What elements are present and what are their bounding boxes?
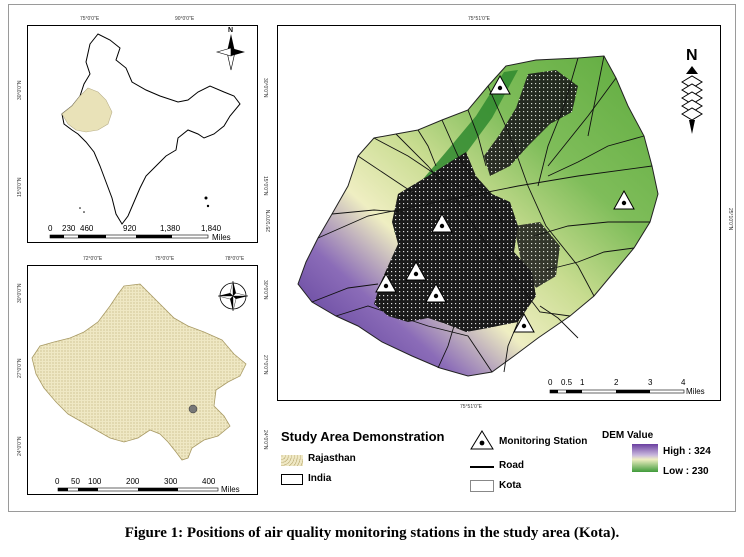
india-left-coord-2: 15°0'0"N: [17, 177, 23, 197]
raj-right-coord-3: 24°0'0"N: [262, 430, 268, 450]
india-top-coord-2: 90°0'0"E: [175, 16, 195, 22]
monitoring-station-icon: [513, 312, 535, 333]
legend-dem-low: Low : 230: [663, 466, 709, 477]
legend-title: Study Area Demonstration: [281, 429, 445, 444]
india-left-coord-1: 30°0'0"N: [17, 80, 23, 100]
legend-rajasthan-label: Rajasthan: [308, 453, 356, 464]
north-arrow-icon: N: [215, 27, 245, 71]
india-right-coord-1: 30°0'0"N: [262, 78, 268, 98]
raj-right-coord-1: 30°0'0"N: [262, 280, 268, 300]
kota-right-coord: 25°10'0"N: [727, 208, 733, 231]
monitoring-station-icon: [613, 189, 635, 210]
india-scale-2: 460: [80, 224, 94, 233]
urban-area: [374, 152, 536, 332]
urban-north: [484, 70, 578, 176]
india-map: N: [49, 27, 245, 239]
legend-kota-label: Kota: [499, 480, 522, 491]
raj-scale-2: 100: [88, 477, 102, 486]
india-scale-1: 230: [62, 224, 76, 233]
india-scale-5: 1,840: [201, 224, 222, 233]
monitoring-station-icon: [425, 282, 447, 303]
raj-top-coord-3: 78°0'0"E: [225, 256, 245, 262]
kota-scale-2: 1: [580, 378, 585, 387]
legend-station-label: Monitoring Station: [499, 436, 588, 447]
kota-scale-0: 0: [548, 378, 553, 387]
raj-top-coord-1: 72°0'0"E: [83, 256, 103, 262]
raj-scale-1: 50: [71, 477, 80, 486]
india-scale-4: 1,380: [160, 224, 181, 233]
monitoring-station-icon: [375, 272, 397, 293]
urban-east: [514, 222, 560, 288]
monitoring-station-icon: [489, 74, 511, 95]
legend-dem-high: High : 324: [663, 446, 711, 457]
legend-dem-title: DEM Value: [602, 430, 654, 441]
kota-scale-bar: [549, 389, 685, 394]
raj-left-coord-3: 24°0'0"N: [17, 436, 23, 456]
raj-left-coord-2: 27°0'0"N: [17, 358, 23, 378]
kota-scale-1: 0.5: [561, 378, 573, 387]
india-scale-0: 0: [48, 224, 53, 233]
india-top-coord-1: 75°0'0"E: [80, 16, 100, 22]
raj-top-coord-2: 75°0'0"E: [155, 256, 175, 262]
raj-scale-3: 200: [126, 477, 140, 486]
raj-left-coord-1: 30°0'0"N: [17, 283, 23, 303]
india-scale-3: 920: [123, 224, 137, 233]
raj-scale-4: 300: [164, 477, 178, 486]
kota-dem-map: N: [297, 47, 703, 394]
legend-rajasthan-swatch: [281, 455, 303, 466]
legend-india-swatch: [281, 474, 303, 485]
kota-scale-unit: Miles: [686, 387, 705, 396]
svg-text:N: N: [686, 47, 698, 64]
kota-bottom-coord: 75°51'0"E: [460, 404, 482, 410]
raj-scale-0: 0: [55, 477, 60, 486]
monitoring-stations: [375, 74, 635, 333]
india-scale-unit: Miles: [212, 233, 231, 242]
india-scale-bar: [49, 234, 209, 239]
rajasthan-map: [31, 280, 249, 492]
raj-right-coord-2: 27°0'0"N: [262, 355, 268, 375]
kota-scale-3: 2: [614, 378, 619, 387]
kota-scale-5: 4: [681, 378, 686, 387]
kota-map-panel: N 0 0.5 1 2 3 4 Miles: [277, 25, 721, 401]
kota-scale-4: 3: [648, 378, 653, 387]
kota-top-coord: 75°51'0"E: [468, 16, 490, 22]
roads: [311, 55, 653, 373]
raj-scale-unit: Miles: [221, 485, 240, 494]
north-arrow-layers-icon: N: [681, 47, 703, 134]
india-right-coord-2: 15°0'0"N: [262, 176, 268, 196]
legend-kota-swatch: [470, 480, 494, 492]
figure-caption: Figure 1: Positions of air quality monit…: [124, 525, 620, 541]
raj-scale-5: 400: [202, 477, 216, 486]
legend-india-label: India: [308, 473, 332, 484]
monitoring-station-icon: [405, 260, 427, 281]
kota-location-dot: [188, 404, 198, 414]
figure-frame: [8, 4, 736, 512]
rajasthan-outline: [31, 283, 247, 461]
legend-road-line: [470, 466, 494, 468]
legend-station-icon: [470, 430, 494, 450]
rajasthan-scale-bar: [57, 487, 219, 492]
monitoring-station-icon: [431, 212, 453, 233]
rajasthan-map-panel: 0 50 100 200 300 400 Miles: [27, 265, 258, 495]
rajasthan-highlight: [61, 87, 113, 133]
legend-dem-gradient: [632, 444, 658, 472]
svg-text:N: N: [228, 27, 233, 34]
india-map-panel: N 0 230 460 920 1,380 1,840 Miles: [27, 25, 258, 243]
india-outline: [61, 33, 241, 225]
compass-rose-icon: [217, 280, 249, 312]
kota-left-coord: 25°10'0"N: [266, 209, 272, 232]
legend-road-label: Road: [499, 460, 524, 471]
